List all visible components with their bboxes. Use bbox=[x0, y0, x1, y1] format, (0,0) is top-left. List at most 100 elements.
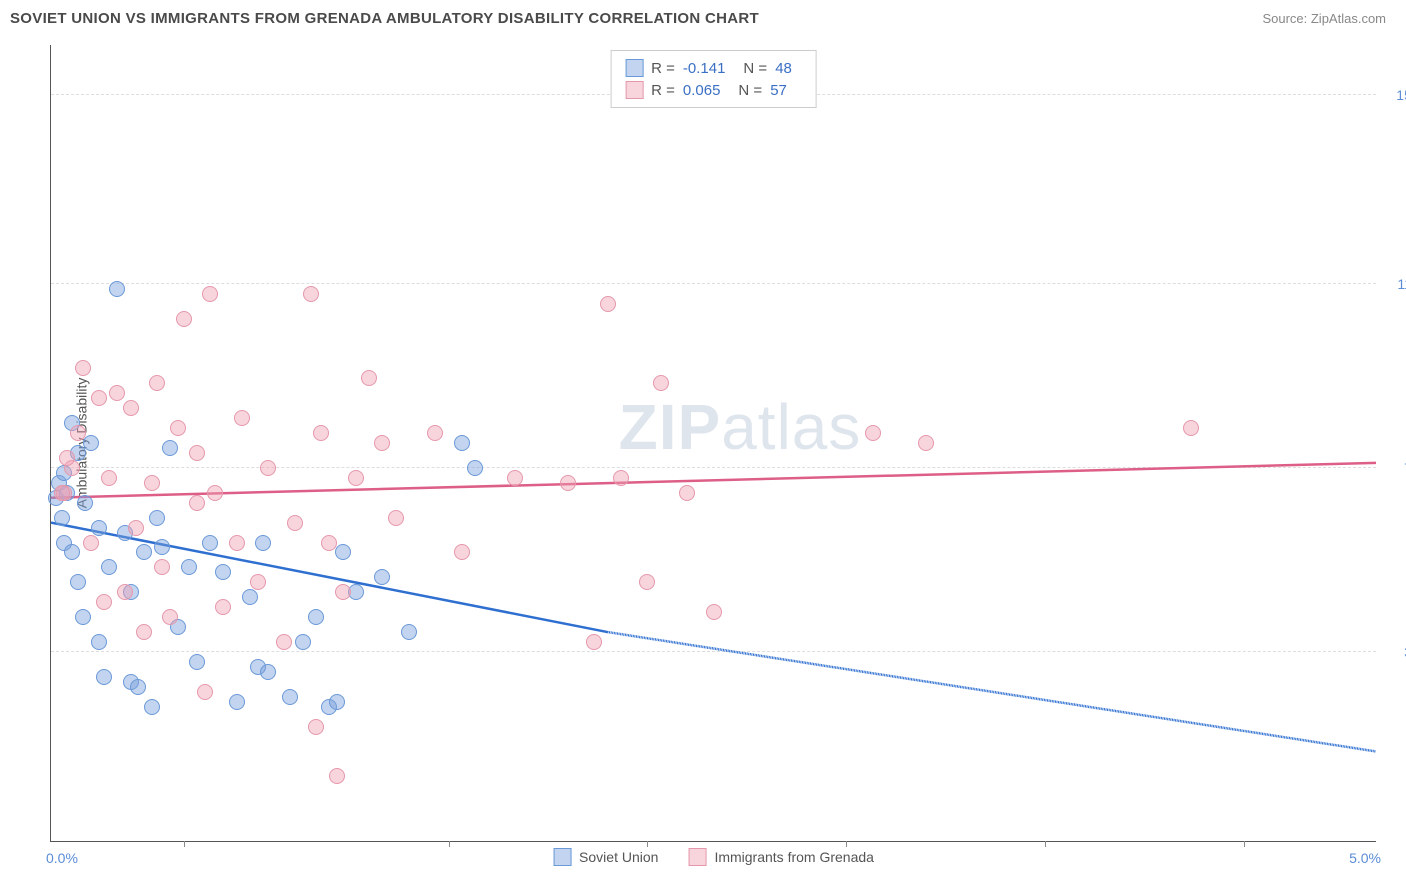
r-value-1: -0.141 bbox=[683, 60, 726, 77]
data-point bbox=[149, 375, 165, 391]
data-point bbox=[329, 694, 345, 710]
gridline: 11.2% bbox=[51, 283, 1376, 284]
data-point bbox=[865, 425, 881, 441]
n-label-1: N = bbox=[743, 60, 767, 77]
data-point bbox=[189, 654, 205, 670]
data-point bbox=[374, 435, 390, 451]
data-point bbox=[154, 559, 170, 575]
data-point bbox=[600, 296, 616, 312]
data-point bbox=[144, 699, 160, 715]
data-point bbox=[130, 679, 146, 695]
data-point bbox=[335, 544, 351, 560]
trend-lines bbox=[51, 45, 1376, 841]
legend-label-1: Soviet Union bbox=[579, 849, 658, 865]
data-point bbox=[109, 385, 125, 401]
swatch-bottom-2 bbox=[688, 848, 706, 866]
data-point bbox=[295, 634, 311, 650]
data-point bbox=[250, 574, 266, 590]
data-point bbox=[136, 544, 152, 560]
data-point bbox=[335, 584, 351, 600]
data-point bbox=[321, 535, 337, 551]
n-value-2: 57 bbox=[770, 82, 787, 99]
watermark: ZIPatlas bbox=[619, 390, 862, 464]
data-point bbox=[54, 510, 70, 526]
data-point bbox=[229, 694, 245, 710]
legend-stats-row-1: R = -0.141 N = 48 bbox=[625, 57, 802, 79]
data-point bbox=[507, 470, 523, 486]
data-point bbox=[144, 475, 160, 491]
data-point bbox=[613, 470, 629, 486]
x-tick bbox=[1045, 841, 1046, 847]
data-point bbox=[639, 574, 655, 590]
data-point bbox=[149, 510, 165, 526]
data-point bbox=[401, 624, 417, 640]
data-point bbox=[77, 495, 93, 511]
data-point bbox=[308, 719, 324, 735]
data-point bbox=[83, 435, 99, 451]
data-point bbox=[170, 420, 186, 436]
data-point bbox=[75, 360, 91, 376]
data-point bbox=[560, 475, 576, 491]
r-value-2: 0.065 bbox=[683, 82, 721, 99]
data-point bbox=[54, 485, 70, 501]
r-label-1: R = bbox=[651, 60, 675, 77]
data-point bbox=[207, 485, 223, 501]
data-point bbox=[189, 445, 205, 461]
data-point bbox=[1183, 420, 1199, 436]
y-tick-label: 15.0% bbox=[1396, 87, 1406, 103]
x-label-min: 0.0% bbox=[46, 850, 78, 866]
data-point bbox=[109, 281, 125, 297]
data-point bbox=[101, 470, 117, 486]
legend-stats-box: R = -0.141 N = 48 R = 0.065 N = 57 bbox=[610, 50, 817, 108]
data-point bbox=[91, 390, 107, 406]
gridline: 3.8% bbox=[51, 651, 1376, 652]
data-point bbox=[59, 450, 75, 466]
data-point bbox=[162, 440, 178, 456]
data-point bbox=[282, 689, 298, 705]
data-point bbox=[427, 425, 443, 441]
data-point bbox=[303, 286, 319, 302]
data-point bbox=[154, 539, 170, 555]
swatch-series1 bbox=[625, 59, 643, 77]
data-point bbox=[70, 425, 86, 441]
data-point bbox=[374, 569, 390, 585]
data-point bbox=[454, 544, 470, 560]
data-point bbox=[91, 634, 107, 650]
chart-title: SOVIET UNION VS IMMIGRANTS FROM GRENADA … bbox=[10, 10, 759, 27]
swatch-bottom-1 bbox=[553, 848, 571, 866]
data-point bbox=[189, 495, 205, 511]
data-point bbox=[234, 410, 250, 426]
data-point bbox=[388, 510, 404, 526]
legend-item-1: Soviet Union bbox=[553, 848, 658, 866]
data-point bbox=[679, 485, 695, 501]
data-point bbox=[260, 460, 276, 476]
data-point bbox=[197, 684, 213, 700]
r-label-2: R = bbox=[651, 82, 675, 99]
swatch-series2 bbox=[625, 81, 643, 99]
chart-area: Ambulatory Disability 3.8%7.5%11.2%15.0%… bbox=[50, 45, 1376, 842]
data-point bbox=[202, 535, 218, 551]
legend-label-2: Immigrants from Grenada bbox=[714, 849, 874, 865]
data-point bbox=[467, 460, 483, 476]
data-point bbox=[454, 435, 470, 451]
data-point bbox=[586, 634, 602, 650]
x-tick bbox=[184, 841, 185, 847]
data-point bbox=[329, 768, 345, 784]
data-point bbox=[706, 604, 722, 620]
data-point bbox=[361, 370, 377, 386]
data-point bbox=[308, 609, 324, 625]
data-point bbox=[215, 564, 231, 580]
data-point bbox=[96, 594, 112, 610]
legend-item-2: Immigrants from Grenada bbox=[688, 848, 874, 866]
data-point bbox=[162, 609, 178, 625]
data-point bbox=[276, 634, 292, 650]
data-point bbox=[202, 286, 218, 302]
data-point bbox=[96, 669, 112, 685]
legend-stats-row-2: R = 0.065 N = 57 bbox=[625, 79, 802, 101]
data-point bbox=[287, 515, 303, 531]
data-point bbox=[260, 664, 276, 680]
data-point bbox=[255, 535, 271, 551]
n-value-1: 48 bbox=[775, 60, 792, 77]
data-point bbox=[176, 311, 192, 327]
data-point bbox=[64, 544, 80, 560]
